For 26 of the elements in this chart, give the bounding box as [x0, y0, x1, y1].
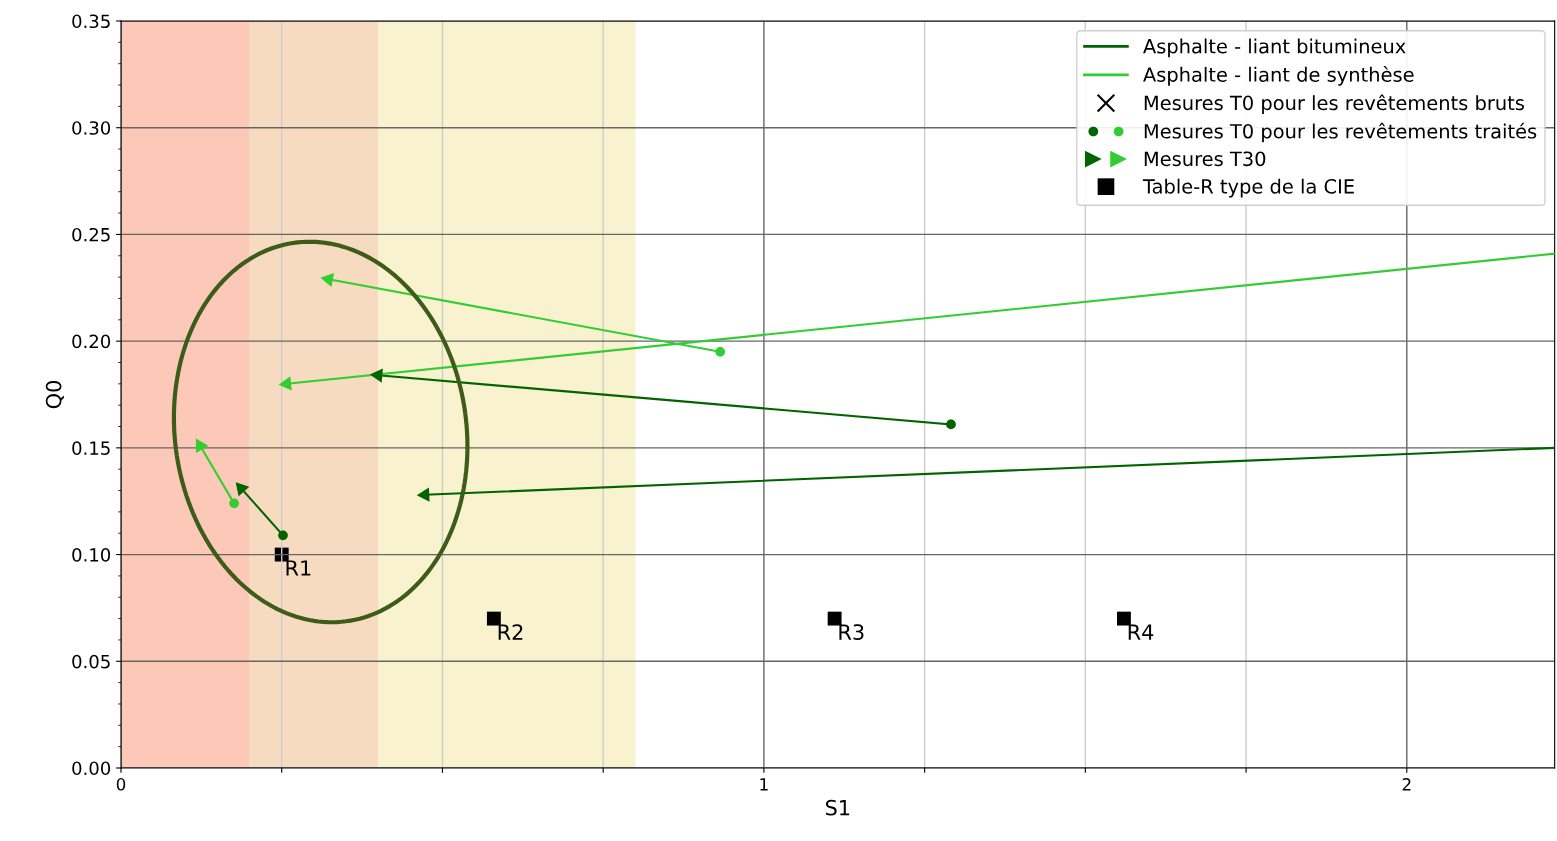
y-tick-label: 0.20 [72, 334, 111, 349]
y-tick-label: 0.05 [72, 654, 110, 669]
legend-label: Table-R type de la CIE [1142, 178, 1354, 198]
data-label: R1 [286, 560, 311, 576]
data-label: R4 [1128, 624, 1154, 640]
point [1116, 611, 1131, 626]
y-tick-label: 0.30 [72, 121, 111, 135]
data-label: R2 [498, 624, 523, 640]
legend-label: Asphalte - liant de synthèse [1143, 66, 1414, 86]
y-tick-label: 0.15 [72, 441, 110, 455]
point [486, 611, 501, 626]
x-tick-label: 0 [116, 778, 126, 791]
x-tick-label: 2 [1402, 778, 1411, 791]
legend-label: Mesures T0 pour les revêtements traités [1144, 122, 1537, 143]
y-tick-label: 0.35 [72, 14, 110, 29]
data-label: R3 [839, 624, 864, 640]
y-tick-label: 0.25 [72, 227, 110, 242]
x-tick-label: 1 [760, 778, 768, 791]
y-tick-label: 0.10 [72, 548, 111, 562]
y-tick-label: 0.00 [72, 761, 111, 776]
point [827, 611, 842, 626]
legend-label: Mesures T0 pour les revêtements bruts [1144, 94, 1524, 115]
legend-label: Asphalte - liant bitumineux [1143, 38, 1406, 58]
x-axis-title: S1 [825, 799, 850, 816]
y-axis-title: Q0 [45, 381, 64, 409]
legend-label: Mesures T30 [1144, 151, 1266, 167]
